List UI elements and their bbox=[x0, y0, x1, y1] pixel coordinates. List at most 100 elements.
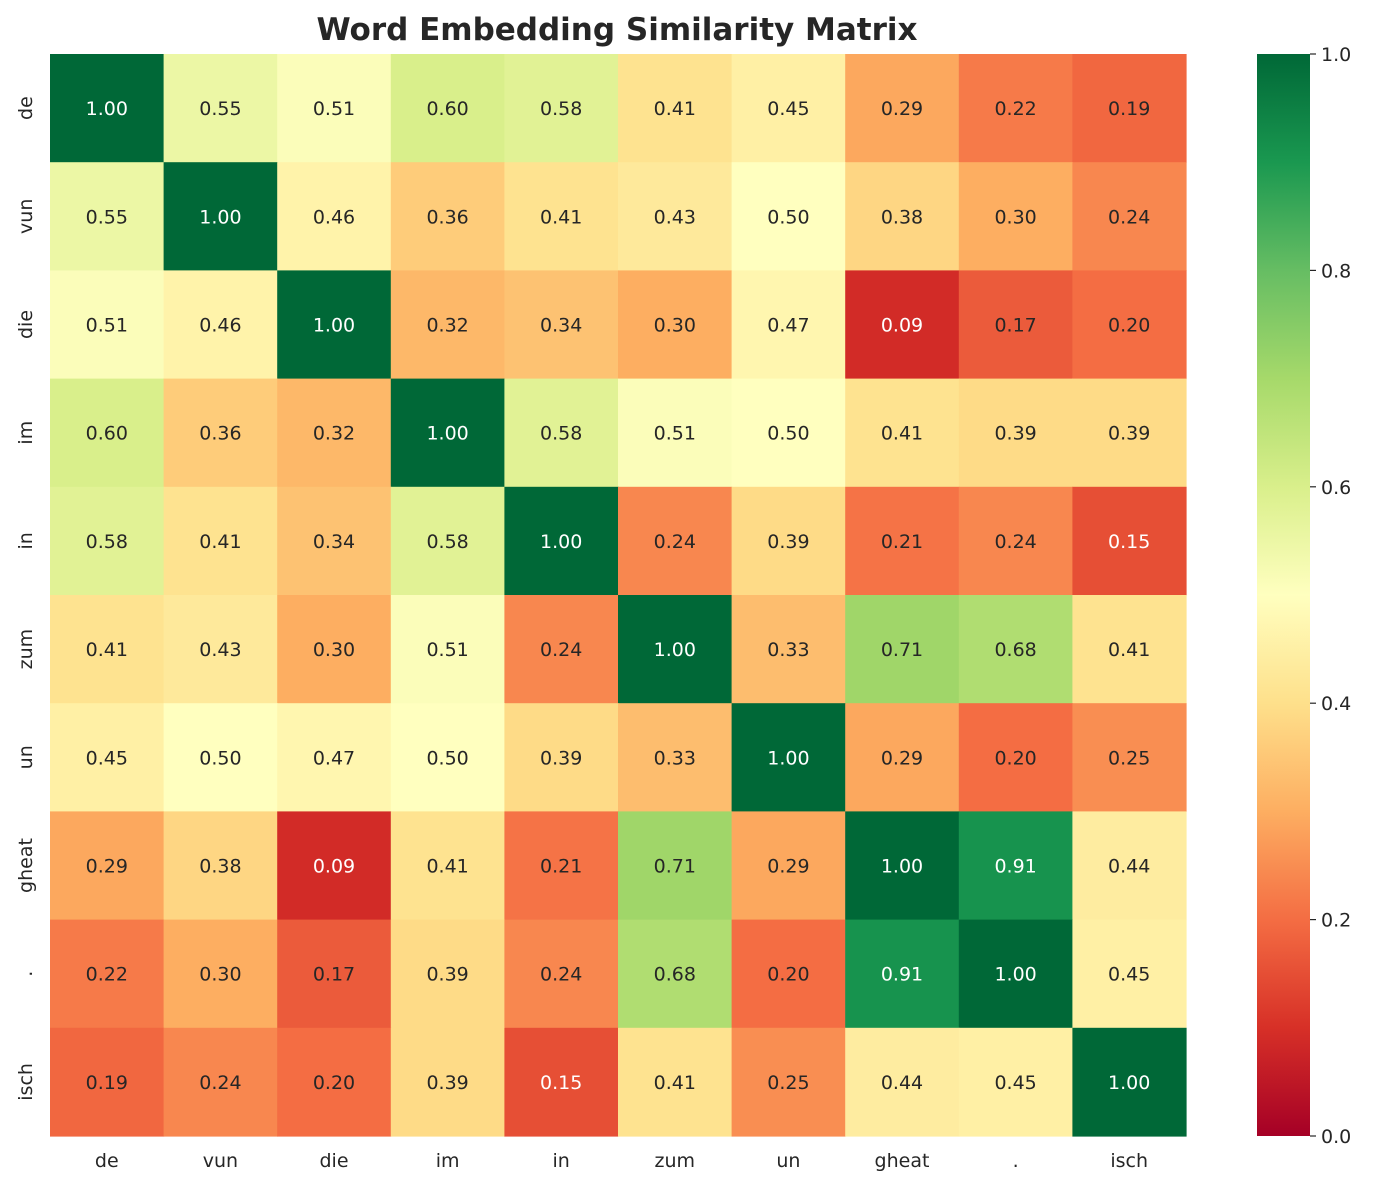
cell-label-9-3: 0.39 bbox=[426, 1072, 468, 1094]
cell-label-2-2: 1.00 bbox=[313, 315, 355, 337]
heatmap-cell-3-6 bbox=[731, 378, 846, 488]
heatmap-cell-2-6 bbox=[731, 270, 846, 380]
cell-label-0-5: 0.41 bbox=[654, 98, 696, 120]
heatmap-cell-8-3 bbox=[390, 919, 505, 1029]
cell-label-5-8: 0.68 bbox=[994, 639, 1036, 661]
cell-label-3-7: 0.41 bbox=[881, 423, 923, 445]
cell-label-6-6: 1.00 bbox=[767, 747, 809, 769]
cell-label-5-0: 0.41 bbox=[86, 639, 128, 661]
heatmap-cell-0-0 bbox=[50, 54, 165, 163]
cell-label-7-9: 0.44 bbox=[1108, 856, 1150, 878]
heatmap-cell-9-4 bbox=[504, 1027, 619, 1137]
colorbar: 0.0 0.2 0.4 0.6 0.8 1.0 bbox=[1257, 44, 1351, 1148]
heatmap-cell-3-1 bbox=[163, 378, 278, 488]
cell-label-6-4: 0.39 bbox=[540, 747, 582, 769]
colorbar-tick-label: 1.0 bbox=[1321, 44, 1351, 66]
heatmap-cell-0-9 bbox=[1072, 54, 1187, 163]
cell-label-4-6: 0.39 bbox=[767, 531, 809, 553]
cell-label-7-7: 1.00 bbox=[881, 856, 923, 878]
cell-label-3-4: 0.58 bbox=[540, 423, 582, 445]
cell-label-1-1: 1.00 bbox=[199, 206, 241, 228]
cell-label-3-1: 0.36 bbox=[199, 423, 241, 445]
heatmap-cell-1-4 bbox=[504, 162, 619, 271]
cell-label-0-2: 0.51 bbox=[313, 98, 355, 120]
x-tick-label: de bbox=[95, 1150, 119, 1172]
colorbar-tick-label: 0.4 bbox=[1321, 693, 1351, 715]
cell-label-7-0: 0.29 bbox=[86, 856, 128, 878]
x-tick-label: isch bbox=[1110, 1150, 1148, 1172]
cell-label-7-5: 0.71 bbox=[654, 856, 696, 878]
cell-label-8-1: 0.30 bbox=[199, 964, 241, 986]
heatmap-cell-7-6 bbox=[731, 811, 846, 921]
cell-label-6-0: 0.45 bbox=[86, 747, 128, 769]
heatmap-cell-7-1 bbox=[163, 811, 278, 921]
heatmap-cell-4-0 bbox=[50, 486, 165, 596]
cell-label-0-0: 1.00 bbox=[86, 98, 128, 120]
heatmap-cell-5-7 bbox=[845, 595, 960, 704]
heatmap-cell-0-8 bbox=[958, 54, 1073, 163]
cell-label-5-6: 0.33 bbox=[767, 639, 809, 661]
heatmap-cell-3-2 bbox=[277, 378, 392, 488]
colorbar-gradient bbox=[1257, 54, 1310, 1136]
heatmap-cells: 1.00 0.55 0.51 0.60 0.58 0.41 0.45 0.29 0.22 0.19… bbox=[50, 54, 1187, 1137]
cell-label-1-4: 0.41 bbox=[540, 206, 582, 228]
cell-label-5-7: 0.71 bbox=[881, 639, 923, 661]
cell-label-2-8: 0.17 bbox=[994, 315, 1036, 337]
heatmap-cell-5-6 bbox=[731, 595, 846, 704]
cell-label-4-9: 0.15 bbox=[1108, 531, 1150, 553]
cell-label-4-1: 0.41 bbox=[199, 531, 241, 553]
cell-label-2-3: 0.32 bbox=[426, 315, 468, 337]
heatmap-cell-9-8 bbox=[958, 1027, 1073, 1137]
heatmap-cell-2-3 bbox=[390, 270, 505, 380]
heatmap-cell-9-0 bbox=[50, 1027, 165, 1137]
cell-label-7-4: 0.21 bbox=[540, 856, 582, 878]
cell-label-9-2: 0.20 bbox=[313, 1072, 355, 1094]
cell-label-5-5: 1.00 bbox=[654, 639, 696, 661]
colorbar-tick-label: 0.8 bbox=[1321, 260, 1351, 282]
cell-label-1-7: 0.38 bbox=[881, 206, 923, 228]
heatmap-cell-5-4 bbox=[504, 595, 619, 704]
heatmap-cell-6-0 bbox=[50, 703, 165, 812]
heatmap-cell-8-2 bbox=[277, 919, 392, 1029]
heatmap-cell-7-2 bbox=[277, 811, 392, 921]
x-tick-label: die bbox=[319, 1150, 348, 1172]
cell-label-9-7: 0.44 bbox=[881, 1072, 923, 1094]
cell-label-8-8: 1.00 bbox=[994, 964, 1036, 986]
cell-label-1-2: 0.46 bbox=[313, 206, 355, 228]
heatmap-cell-6-7 bbox=[845, 703, 960, 812]
cell-label-6-8: 0.20 bbox=[994, 747, 1036, 769]
cell-label-1-8: 0.30 bbox=[994, 206, 1036, 228]
cell-label-0-9: 0.19 bbox=[1108, 98, 1150, 120]
x-tick-label: . bbox=[1013, 1150, 1019, 1172]
heatmap-cell-6-1 bbox=[163, 703, 278, 812]
chart-title: Word Embedding Similarity Matrix bbox=[316, 12, 917, 48]
cell-label-8-7: 0.91 bbox=[881, 964, 923, 986]
heatmap-cell-2-1 bbox=[163, 270, 278, 380]
heatmap-cell-1-2 bbox=[277, 162, 392, 271]
cell-label-0-6: 0.45 bbox=[767, 98, 809, 120]
heatmap-cell-6-9 bbox=[1072, 703, 1187, 812]
heatmap-cell-7-9 bbox=[1072, 811, 1187, 921]
y-axis-ticks: de vun die im in zum un gheat. isch bbox=[15, 96, 37, 1101]
heatmap-cell-1-0 bbox=[50, 162, 165, 271]
cell-label-3-0: 0.60 bbox=[86, 423, 128, 445]
cell-label-0-3: 0.60 bbox=[426, 98, 468, 120]
heatmap-cell-6-5 bbox=[618, 703, 733, 812]
colorbar-tick-label: 0.2 bbox=[1321, 910, 1351, 932]
cell-label-3-5: 0.51 bbox=[654, 423, 696, 445]
cell-label-5-3: 0.51 bbox=[426, 639, 468, 661]
y-tick-label: de bbox=[15, 96, 37, 120]
colorbar-tick-label: 0.0 bbox=[1321, 1126, 1351, 1148]
cell-label-1-0: 0.55 bbox=[86, 206, 128, 228]
heatmap-cell-3-8 bbox=[958, 378, 1073, 488]
heatmap-cell-9-5 bbox=[618, 1027, 733, 1137]
y-tick-label: die bbox=[15, 310, 37, 339]
heatmap-cell-2-7 bbox=[845, 270, 960, 380]
heatmap-cell-1-6 bbox=[731, 162, 846, 271]
cell-label-7-2: 0.09 bbox=[313, 856, 355, 878]
cell-label-4-7: 0.21 bbox=[881, 531, 923, 553]
heatmap-cell-2-0 bbox=[50, 270, 165, 380]
heatmap-cell-1-9 bbox=[1072, 162, 1187, 271]
cell-label-2-5: 0.30 bbox=[654, 315, 696, 337]
heatmap-cell-8-8 bbox=[958, 919, 1073, 1029]
